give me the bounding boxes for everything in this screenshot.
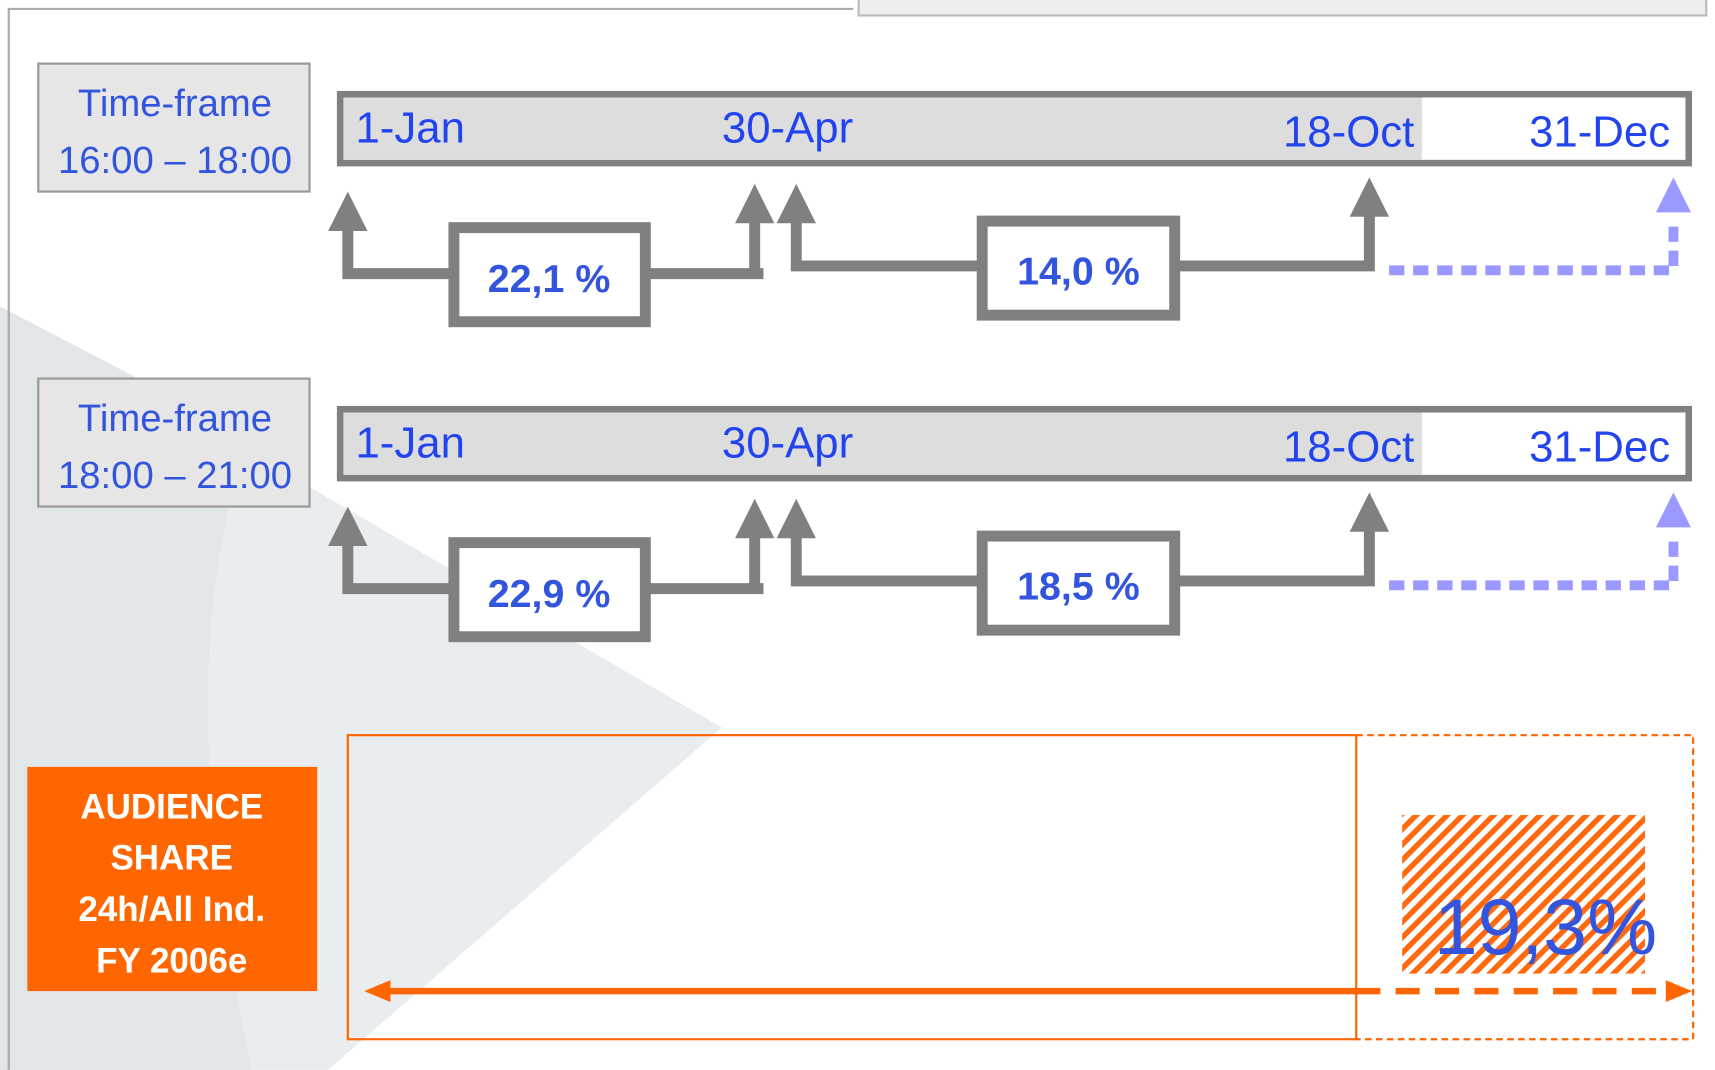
time-frame-box (37, 377, 311, 508)
date-label: 31-Dec (1529, 108, 1670, 157)
frame-line (7, 7, 854, 1070)
audience-label: FY 2006e (96, 942, 247, 981)
dotted-connector (1389, 218, 1679, 276)
arrowhead (776, 183, 816, 224)
date-label: 1-Jan (355, 103, 464, 152)
arrowhead (1655, 177, 1691, 213)
audience-frame (346, 734, 1358, 1041)
date-label: 18-Oct (1283, 423, 1414, 472)
timeline: Time-frame 16:00 – 18:00 1-Jan 30-Apr 18-Oct… (37, 62, 1693, 328)
segment-box (448, 222, 651, 328)
time-frame-label: Time-frame (78, 82, 272, 125)
segment-box (976, 215, 1181, 321)
audience-frame-dashed (1356, 734, 1695, 1041)
audience-value: 19,3% (1434, 883, 1657, 971)
date-label: 30-Apr (722, 103, 853, 152)
time-frame-label: Time-frame (78, 397, 272, 440)
arrowhead (364, 980, 391, 1003)
arrowhead (1665, 980, 1693, 1003)
segment-label: 18,5 % (1017, 565, 1140, 609)
date-label: 1-Jan (355, 418, 464, 467)
date-label: 31-Dec (1529, 423, 1670, 472)
timeline-fill (343, 412, 1422, 475)
dotted-connector (1389, 533, 1679, 591)
arrowhead (328, 191, 368, 231)
segment-label: 14,0 % (1017, 250, 1140, 294)
timeline: Time-frame 18:00 – 21:00 1-Jan 30-Apr 18-Oct… (37, 377, 1693, 643)
arrowhead (328, 506, 368, 546)
segment-box (976, 530, 1181, 636)
time-frame-label: 18:00 – 21:00 (58, 454, 292, 497)
arrowhead (1349, 492, 1390, 532)
segment-label: 22,9 % (488, 572, 611, 616)
time-frame-label: 16:00 – 18:00 (58, 139, 292, 182)
audience-label: AUDIENCE (80, 787, 263, 826)
arrowhead (776, 498, 816, 539)
timeline-fill (343, 97, 1422, 160)
arrowhead (1349, 177, 1390, 217)
arrowhead (735, 498, 775, 539)
arrowhead (1655, 492, 1691, 528)
audience-label: 24h/All Ind. (78, 890, 265, 929)
audience-label-box (27, 766, 318, 992)
date-label: 18-Oct (1283, 108, 1414, 157)
arrowhead (735, 183, 775, 224)
top-bar (857, 0, 1708, 17)
time-frame-box (37, 62, 311, 193)
audience-label: SHARE (110, 839, 233, 878)
timelines: Time-frame 16:00 – 18:00 1-Jan 30-Apr 18-Oct… (37, 62, 1693, 643)
segment-box (448, 537, 651, 643)
hatched-box (1402, 815, 1645, 974)
date-label: 30-Apr (722, 418, 853, 467)
segment-label: 22,1 % (488, 257, 611, 301)
